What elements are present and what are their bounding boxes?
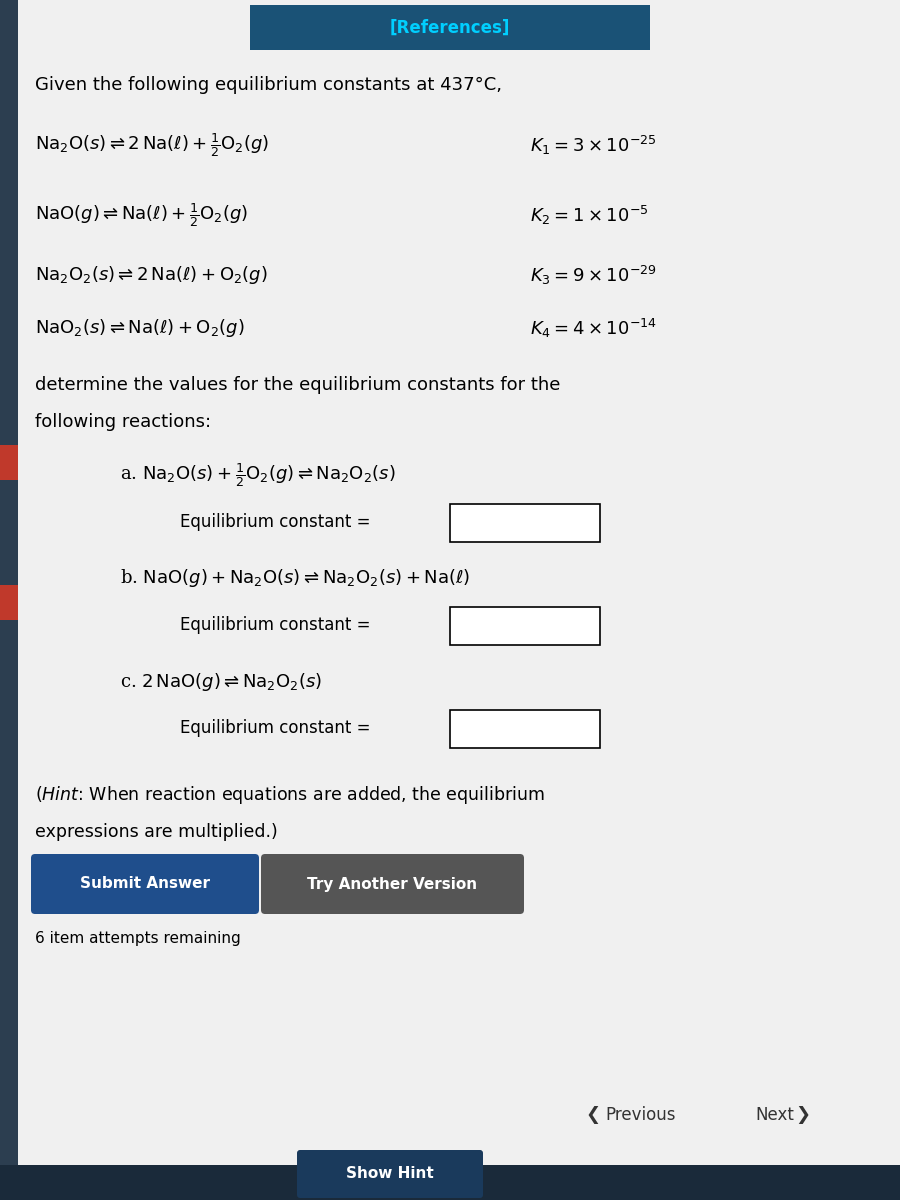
Text: ($\it{Hint}$: When reaction equations are added, the equilibrium: ($\it{Hint}$: When reaction equations ar… [35,784,544,806]
Text: $\mathrm{NaO_2}(s) \rightleftharpoons \mathrm{Na}(\ell) + \mathrm{O_2}(g)$: $\mathrm{NaO_2}(s) \rightleftharpoons \m… [35,317,245,338]
Text: $K_2 = 1 \times 10^{-5}$: $K_2 = 1 \times 10^{-5}$ [530,204,649,227]
Text: [References]: [References] [390,19,510,37]
FancyBboxPatch shape [450,504,600,542]
FancyBboxPatch shape [261,854,524,914]
Text: Show Hint: Show Hint [346,1166,434,1181]
Text: Equilibrium constant =: Equilibrium constant = [180,719,371,737]
Text: $K_1 = 3 \times 10^{-25}$: $K_1 = 3 \times 10^{-25}$ [530,133,657,156]
Text: Next: Next [755,1106,794,1124]
Text: ❮: ❮ [585,1106,600,1124]
Text: Previous: Previous [605,1106,676,1124]
Text: Equilibrium constant =: Equilibrium constant = [180,616,371,634]
FancyBboxPatch shape [0,584,18,620]
Text: following reactions:: following reactions: [35,413,211,431]
Text: $\mathrm{Na_2O}(s) \rightleftharpoons 2\,\mathrm{Na}(\ell) + \frac{1}{2}\mathrm{: $\mathrm{Na_2O}(s) \rightleftharpoons 2\… [35,131,269,158]
Text: determine the values for the equilibrium constants for the: determine the values for the equilibrium… [35,376,561,394]
Text: 6 item attempts remaining: 6 item attempts remaining [35,930,241,946]
Text: Try Another Version: Try Another Version [308,876,478,892]
FancyBboxPatch shape [0,445,18,480]
Text: b. $\mathrm{NaO}(g) + \mathrm{Na_2O}(s) \rightleftharpoons \mathrm{Na_2O_2}(s) +: b. $\mathrm{NaO}(g) + \mathrm{Na_2O}(s) … [120,566,470,589]
FancyBboxPatch shape [18,0,900,1200]
FancyBboxPatch shape [0,0,18,1200]
FancyBboxPatch shape [31,854,259,914]
Text: Equilibrium constant =: Equilibrium constant = [180,514,371,530]
Text: $K_3 = 9 \times 10^{-29}$: $K_3 = 9 \times 10^{-29}$ [530,264,656,287]
FancyBboxPatch shape [450,607,600,646]
FancyBboxPatch shape [450,710,600,748]
Text: Submit Answer: Submit Answer [80,876,210,892]
Text: $\mathrm{Na_2O_2}(s) \rightleftharpoons 2\,\mathrm{Na}(\ell) + \mathrm{O_2}(g)$: $\mathrm{Na_2O_2}(s) \rightleftharpoons … [35,264,268,286]
FancyBboxPatch shape [250,5,650,50]
Text: $\mathrm{NaO}(g) \rightleftharpoons \mathrm{Na}(\ell) + \frac{1}{2}\mathrm{O_2}(: $\mathrm{NaO}(g) \rightleftharpoons \mat… [35,202,248,229]
FancyBboxPatch shape [0,1165,900,1200]
Text: $K_4 = 4 \times 10^{-14}$: $K_4 = 4 \times 10^{-14}$ [530,317,657,340]
Text: c. $2\,\mathrm{NaO}(g) \rightleftharpoons \mathrm{Na_2O_2}(s)$: c. $2\,\mathrm{NaO}(g) \rightleftharpoon… [120,671,322,692]
Text: a. $\mathrm{Na_2O}(s) + \frac{1}{2}\mathrm{O_2}(g) \rightleftharpoons \mathrm{Na: a. $\mathrm{Na_2O}(s) + \frac{1}{2}\math… [120,461,396,488]
FancyBboxPatch shape [297,1150,483,1198]
Text: ❯: ❯ [795,1106,810,1124]
Text: expressions are multiplied.): expressions are multiplied.) [35,823,278,841]
Text: Given the following equilibrium constants at 437°C,: Given the following equilibrium constant… [35,76,502,94]
